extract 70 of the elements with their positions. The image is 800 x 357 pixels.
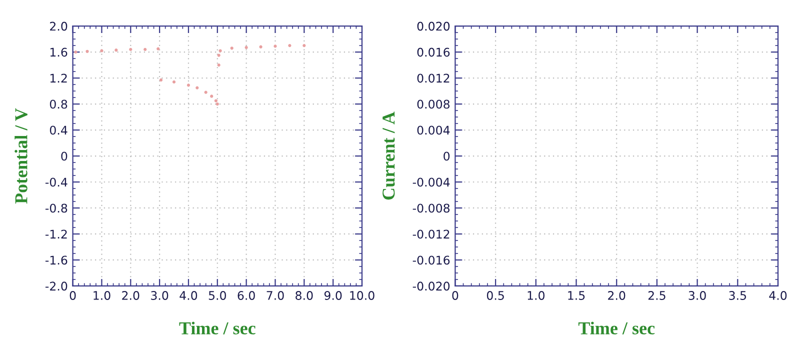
y-tick-label: 2.0 xyxy=(50,22,68,31)
point xyxy=(216,102,219,106)
x-tick-label: 5.0 xyxy=(208,291,226,300)
y-tick-label: -1.2 xyxy=(45,230,67,238)
point xyxy=(204,90,208,94)
point xyxy=(156,47,160,50)
y-tick-label: -0.008 xyxy=(412,204,450,213)
x-axis-title: Time / sec xyxy=(578,322,655,334)
y-tick-label: 0.020 xyxy=(417,22,450,31)
x-tick-label: 2.0 xyxy=(122,291,140,300)
point xyxy=(302,44,306,48)
y-tick-label: 0 xyxy=(444,152,450,161)
point xyxy=(217,54,220,57)
x-tick-label: 0 xyxy=(70,291,76,300)
point xyxy=(288,44,292,48)
x-tick-label: 7.0 xyxy=(266,291,284,300)
point xyxy=(100,49,104,52)
y-tick-label: -2.0 xyxy=(45,282,68,291)
y-tick-label: -0.016 xyxy=(412,256,450,265)
x-tick-label: 3.0 xyxy=(151,291,168,300)
y-tick-label: -0.004 xyxy=(412,178,450,187)
point xyxy=(172,80,176,84)
y-tick-label: -0.020 xyxy=(412,282,450,291)
y-tick-label: 1.6 xyxy=(50,48,68,57)
x-tick-label: 0 xyxy=(452,291,458,300)
point xyxy=(244,46,248,50)
x-tick-label: 4.0 xyxy=(769,291,787,300)
x-tick-label: 2.5 xyxy=(648,291,666,300)
x-tick-label: 4.0 xyxy=(180,291,198,300)
y-tick-label: 0.008 xyxy=(417,100,450,109)
point xyxy=(274,44,277,48)
y-tick-label: -0.012 xyxy=(412,230,450,239)
x-tick-label: 8.0 xyxy=(296,291,313,300)
y-tick-label: 1.2 xyxy=(50,74,67,83)
x-tick-label: 1.0 xyxy=(528,291,545,300)
x-tick-label: 2.0 xyxy=(608,291,626,300)
x-tick-label: 6.0 xyxy=(238,291,255,300)
y-tick-label: 0.8 xyxy=(50,100,68,109)
point xyxy=(144,48,147,52)
y-tick-label: -0.4 xyxy=(45,178,68,187)
point xyxy=(159,78,163,82)
point xyxy=(129,48,132,52)
point xyxy=(217,63,220,67)
y-tick-label: -0.8 xyxy=(45,204,68,213)
x-tick-label: 3.0 xyxy=(688,291,706,300)
point xyxy=(214,99,218,102)
point xyxy=(230,46,234,50)
point xyxy=(196,86,199,90)
x-tick-label: 10.0 xyxy=(350,291,374,300)
y-tick-label: -1.6 xyxy=(45,256,68,265)
x-axis-title: Time / sec xyxy=(179,322,256,334)
y-tick-label: 0.012 xyxy=(417,74,450,83)
y-tick-label: 0.004 xyxy=(417,126,450,135)
point xyxy=(186,84,190,87)
point xyxy=(86,50,89,53)
point xyxy=(74,50,78,54)
point xyxy=(218,49,222,52)
x-tick-label: 9.0 xyxy=(324,291,342,300)
point xyxy=(210,94,214,98)
y-tick-label: 0.016 xyxy=(417,48,450,57)
point xyxy=(114,48,118,52)
x-tick-label: 3.5 xyxy=(729,291,746,300)
x-tick-label: 1.5 xyxy=(568,291,585,300)
x-tick-label: 1.0 xyxy=(94,291,110,300)
x-tick-label: 0.5 xyxy=(486,291,504,300)
y-axis-title: Potential / V xyxy=(14,108,28,204)
y-tick-label: 0.4 xyxy=(50,126,68,135)
y-tick-label: 0 xyxy=(61,152,68,161)
point xyxy=(259,45,262,48)
y-axis-title: Current / A xyxy=(382,112,395,200)
